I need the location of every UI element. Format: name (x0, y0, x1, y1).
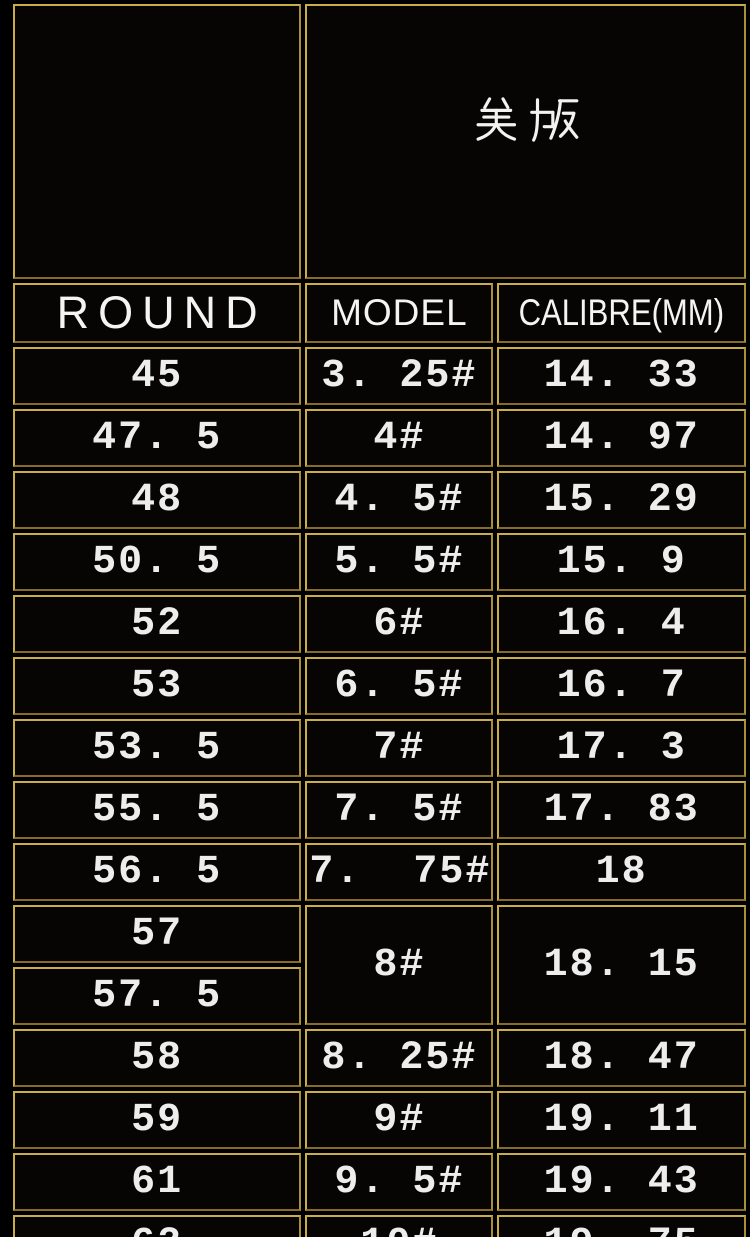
table-row: 58 8. 25# 18. 47 (13, 1029, 746, 1087)
round-cell: 47. 5 (13, 409, 302, 467)
table-row: 61 9. 5# 19. 43 (13, 1153, 746, 1211)
model-cell: 9. 5# (305, 1153, 494, 1211)
table-row: 53. 5 7# 17. 3 (13, 719, 746, 777)
round-cell: 56. 5 (13, 843, 302, 901)
round-cell: 48 (13, 471, 302, 529)
round-cell: 58 (13, 1029, 302, 1087)
column-header-calibre: CALIBRE(MM) (497, 283, 746, 343)
model-cell: 3. 25# (305, 347, 494, 405)
round-cell: 52 (13, 595, 302, 653)
calibre-cell: 18. 47 (497, 1029, 746, 1087)
table-row: 55. 5 7. 5# 17. 83 (13, 781, 746, 839)
table-row: 53 6. 5# 16. 7 (13, 657, 746, 715)
table-row: 52 6# 16. 4 (13, 595, 746, 653)
blank-cell (13, 4, 302, 279)
calibre-cell: 15. 9 (497, 533, 746, 591)
model-cell: 7# (305, 719, 494, 777)
round-cell: 53. 5 (13, 719, 302, 777)
table-row: 45 3. 25# 14. 33 (13, 347, 746, 405)
ring-size-table: 美版 ROUND MODEL CALIBRE(MM) 45 3. 25# 14.… (9, 0, 750, 1237)
model-cell: 7. 75# (305, 843, 494, 901)
calibre-cell: 18 (497, 843, 746, 901)
region-header-row: 美版 (13, 4, 746, 279)
column-header-model: MODEL (305, 283, 494, 343)
region-header-cell: 美版 (305, 4, 746, 279)
calibre-cell: 14. 97 (497, 409, 746, 467)
table-row: 57. 5 (13, 967, 746, 1025)
model-cell: 9# (305, 1091, 494, 1149)
round-cell: 57. 5 (13, 967, 302, 1025)
round-cell: 45 (13, 347, 302, 405)
model-cell: 5. 5# (305, 533, 494, 591)
round-cell: 59 (13, 1091, 302, 1149)
round-cell: 57 (13, 905, 302, 963)
model-cell: 6# (305, 595, 494, 653)
model-cell-merged: 8# (305, 905, 494, 1025)
cn-region-label-glyphs-美版 (476, 97, 579, 142)
calibre-cell: 16. 4 (497, 595, 746, 653)
round-cell: 62 (13, 1215, 302, 1237)
table-row: 47. 5 4# 14. 97 (13, 409, 746, 467)
calibre-cell: 17. 3 (497, 719, 746, 777)
table-row: 62 10# 19. 75 (13, 1215, 746, 1237)
calibre-cell: 19. 43 (497, 1153, 746, 1211)
column-header-calibre-text: CALIBRE(MM) (518, 292, 725, 333)
round-cell: 55. 5 (13, 781, 302, 839)
glyph-mei (476, 97, 516, 141)
table-row: 56. 5 7. 75# 18 (13, 843, 746, 901)
calibre-cell: 17. 83 (497, 781, 746, 839)
glyph-ban (529, 98, 579, 142)
model-cell: 4. 5# (305, 471, 494, 529)
round-cell: 50. 5 (13, 533, 302, 591)
model-cell: 7. 5# (305, 781, 494, 839)
calibre-cell: 19. 75 (497, 1215, 746, 1237)
table-row: 48 4. 5# 15. 29 (13, 471, 746, 529)
column-header-row: ROUND MODEL CALIBRE(MM) (13, 283, 746, 343)
round-cell: 53 (13, 657, 302, 715)
calibre-cell: 16. 7 (497, 657, 746, 715)
calibre-cell: 14. 33 (497, 347, 746, 405)
model-cell: 8. 25# (305, 1029, 494, 1087)
table-row: 57 8# 18. 15 (13, 905, 746, 1025)
column-header-round: ROUND (13, 283, 302, 343)
calibre-cell-merged: 18. 15 (497, 905, 746, 1025)
model-cell: 4# (305, 409, 494, 467)
calibre-cell: 15. 29 (497, 471, 746, 529)
calibre-cell: 19. 11 (497, 1091, 746, 1149)
model-cell: 6. 5# (305, 657, 494, 715)
table-row: 50. 5 5. 5# 15. 9 (13, 533, 746, 591)
table-row: 59 9# 19. 11 (13, 1091, 746, 1149)
round-cell: 61 (13, 1153, 302, 1211)
model-cell: 10# (305, 1215, 494, 1237)
